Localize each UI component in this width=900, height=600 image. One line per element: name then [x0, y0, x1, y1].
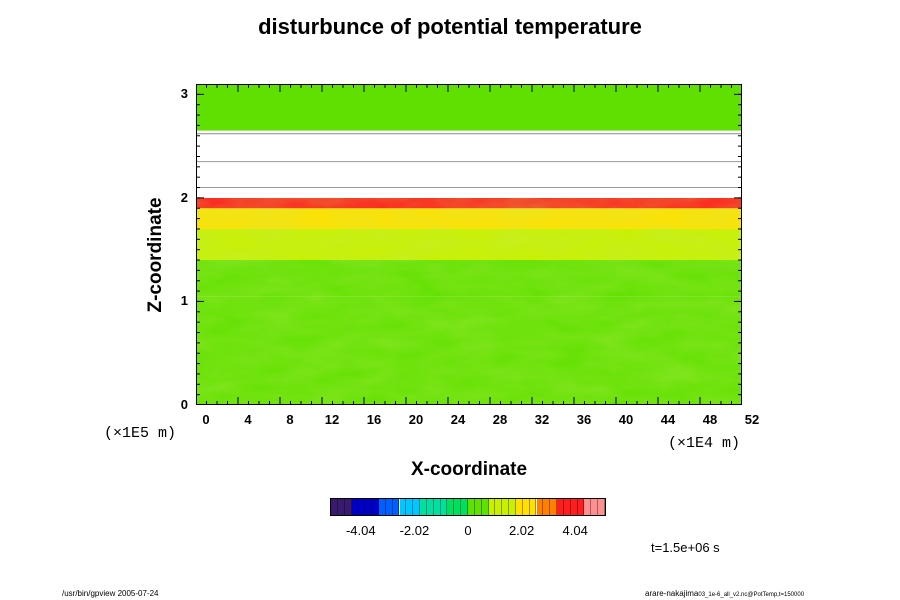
colorbar-segment — [598, 499, 605, 515]
x-unit-label: (×1E4 m) — [668, 435, 741, 452]
plot-area — [196, 84, 742, 405]
colorbar-segment — [481, 499, 489, 515]
colorbar-segment — [392, 499, 400, 515]
y-tick-label: 2 — [180, 189, 188, 205]
x-tick-label: 48 — [702, 412, 718, 427]
colorbar-segment — [474, 499, 482, 515]
footer-right-sub: 03_1e-6_all_v2.nc@PotTemp,t=150000 — [698, 592, 805, 598]
colorbar-segment — [529, 499, 537, 515]
heatmap-noise — [196, 197, 742, 405]
colorbar-segment — [378, 499, 386, 515]
colorbar-segment — [420, 499, 427, 515]
colorbar-segment — [570, 499, 578, 515]
x-tick-label: 8 — [286, 412, 294, 427]
colorbar-segment — [557, 499, 564, 515]
chart-title: disturbunce of potential temperature — [258, 14, 642, 39]
x-axis-label: X-coordinate — [410, 459, 528, 480]
colorbar-segment — [385, 499, 393, 515]
colorbar-segment — [591, 499, 599, 515]
colorbar-tick-label: 2.02 — [508, 523, 535, 538]
x-tick-label: 36 — [576, 412, 592, 427]
x-tick-label: 20 — [408, 412, 424, 427]
colorbar-segment — [495, 499, 503, 515]
y-tick-label: 0 — [180, 397, 188, 412]
colorbar-segment — [522, 499, 530, 515]
colorbar-segment — [468, 499, 475, 515]
heatmap-svg — [196, 84, 742, 405]
colorbar-segment — [543, 499, 551, 515]
colorbar-segment — [454, 499, 462, 515]
y-tick-label: 3 — [180, 86, 188, 102]
colorbar-segment — [406, 499, 414, 515]
colorbar-segment — [440, 499, 448, 515]
colorbar-tick-label: -4.04 — [345, 523, 376, 538]
y-tick-label: 1 — [180, 293, 188, 309]
colorbar-segment — [536, 499, 544, 515]
heatmap-band-6 — [196, 84, 742, 131]
y-axis-label: Z-coordinate — [145, 197, 166, 313]
x-tick-label: 16 — [366, 412, 382, 427]
time-annotation: t=1.5e+06 s — [651, 540, 720, 555]
colorbar-segment — [399, 499, 407, 515]
x-tick-label: 44 — [660, 412, 676, 427]
colorbar-tick-label: -2.02 — [399, 523, 430, 538]
colorbar-segment — [433, 499, 441, 515]
colorbar-segment — [563, 499, 571, 515]
colorbar-segment — [331, 499, 338, 515]
colorbar-segment — [426, 499, 434, 515]
colorbar-segment — [488, 499, 496, 515]
x-tick-label: 28 — [492, 412, 508, 427]
colorbar-segment — [365, 499, 373, 515]
x-tick-label: 24 — [450, 412, 466, 427]
heatmap-band-5 — [196, 130, 742, 198]
x-tick-label: 12 — [324, 412, 340, 427]
footer-left: /usr/bin/gpview 2005-07-24 — [62, 589, 159, 598]
colorbar-segment — [337, 499, 345, 515]
x-tick-label: 52 — [744, 412, 760, 427]
x-tick-label: 32 — [534, 412, 550, 427]
colorbar-segment — [351, 499, 359, 515]
colorbar-segment — [515, 499, 523, 515]
heatmap-texture — [196, 133, 742, 405]
colorbar-segment — [461, 499, 468, 515]
colorbar-segment — [344, 499, 352, 515]
footer-right-main: arare-nakajima — [645, 589, 699, 598]
colorbar-segment — [577, 499, 585, 515]
x-tick-label: 0 — [202, 412, 210, 427]
colorbar — [330, 498, 606, 516]
x-tick-label: 40 — [618, 412, 634, 427]
y-unit-label: (×1E5 m) — [104, 425, 177, 442]
colorbar-tick-label: 4.04 — [562, 523, 588, 538]
colorbar-segment — [509, 499, 516, 515]
colorbar-segment — [413, 499, 421, 515]
axis-ticks — [196, 84, 742, 405]
footer-right: arare-nakajima03_1e-6_all_v2.nc@PotTemp,… — [645, 589, 804, 598]
x-tick-label: 4 — [244, 412, 252, 427]
colorbar-segment — [550, 499, 558, 515]
colorbar-tick-label: 0 — [464, 523, 472, 538]
colorbar-segment — [584, 499, 592, 515]
colorbar-segment — [502, 499, 510, 515]
colorbar-segment — [358, 499, 366, 515]
colorbar-segment — [372, 499, 379, 515]
colorbar-segment — [447, 499, 455, 515]
